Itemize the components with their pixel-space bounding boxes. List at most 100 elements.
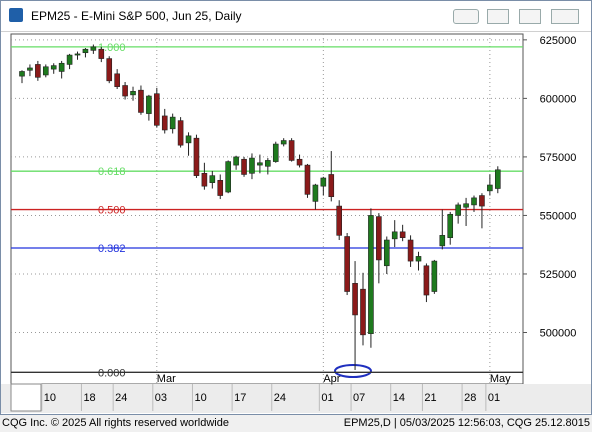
y-tick-label: 525000 bbox=[540, 269, 577, 281]
fib-label: 0.382 bbox=[98, 243, 126, 255]
x-tick-label: 24 bbox=[274, 392, 286, 404]
candle-body bbox=[360, 288, 366, 336]
candle-body bbox=[383, 239, 390, 267]
copyright: CQG Inc. © 2025 All rights reserved worl… bbox=[2, 417, 229, 429]
candle-body bbox=[439, 235, 446, 247]
candle-body bbox=[368, 215, 374, 334]
candle-body bbox=[296, 158, 303, 166]
candle-body bbox=[304, 164, 311, 195]
x-tick-label: 03 bbox=[155, 392, 167, 404]
axis-corner bbox=[10, 383, 42, 412]
fib-label: 0.500 bbox=[98, 205, 126, 217]
candle-body bbox=[328, 174, 335, 198]
candle-body bbox=[376, 216, 382, 261]
x-tick-label: 10 bbox=[44, 392, 56, 404]
month-label: Mar bbox=[157, 373, 176, 385]
candle-body bbox=[233, 156, 239, 166]
candle-body bbox=[27, 67, 33, 71]
x-tick-label: 17 bbox=[234, 392, 246, 404]
candle-body bbox=[407, 239, 414, 262]
app-icon bbox=[9, 8, 23, 22]
candle-body bbox=[241, 158, 247, 175]
candle-body bbox=[209, 175, 216, 183]
candle-body bbox=[106, 58, 113, 82]
x-tick-label: 01 bbox=[488, 392, 500, 404]
x-tick-label: 21 bbox=[424, 392, 436, 404]
y-tick-label: 575000 bbox=[540, 152, 577, 164]
candle-body bbox=[447, 213, 454, 238]
candle-body bbox=[35, 64, 41, 78]
candle-body bbox=[82, 48, 89, 54]
candle-body bbox=[130, 91, 136, 96]
maximize-button[interactable] bbox=[519, 9, 541, 24]
candle-body bbox=[146, 95, 152, 114]
candle-body bbox=[280, 140, 287, 145]
candle-body bbox=[249, 157, 255, 174]
chart-window: EPM25 - E-Mini S&P 500, Jun 25, Daily 50… bbox=[0, 0, 592, 415]
candle-body bbox=[257, 162, 263, 166]
minimize-button[interactable] bbox=[487, 9, 509, 24]
candle-body bbox=[122, 85, 128, 97]
candle-body bbox=[391, 231, 398, 240]
candle-body bbox=[217, 180, 224, 196]
candle-body bbox=[161, 115, 168, 131]
candle-body bbox=[74, 53, 81, 56]
x-tick-label: 10 bbox=[194, 392, 206, 404]
candle-body bbox=[312, 184, 319, 202]
candle-body bbox=[225, 161, 231, 193]
status-bar: CQG Inc. © 2025 All rights reserved worl… bbox=[0, 415, 592, 432]
fib-label: 1.000 bbox=[98, 42, 126, 54]
candle-body bbox=[177, 120, 184, 146]
low-marker bbox=[334, 364, 372, 378]
link-button[interactable] bbox=[453, 9, 479, 24]
candle-body bbox=[344, 236, 350, 292]
candle-body bbox=[50, 65, 57, 70]
y-tick-label: 625000 bbox=[540, 35, 577, 47]
y-tick-label: 500000 bbox=[540, 327, 577, 339]
candle-body bbox=[431, 260, 438, 292]
candle-body bbox=[66, 54, 73, 65]
x-tick-label: 07 bbox=[353, 392, 365, 404]
candle-body bbox=[288, 140, 295, 161]
candle-body bbox=[455, 204, 461, 216]
candle-body bbox=[272, 143, 279, 162]
candle-body bbox=[265, 160, 271, 167]
fib-label: 0.000 bbox=[98, 367, 126, 379]
x-tick-label: 18 bbox=[83, 392, 95, 404]
x-tick-label: 28 bbox=[464, 392, 476, 404]
candle-body bbox=[193, 137, 200, 176]
fib-label: 0.618 bbox=[98, 166, 126, 178]
window-title: EPM25 - E-Mini S&P 500, Jun 25, Daily bbox=[31, 9, 242, 23]
status-info: EPM25,D | 05/03/2025 12:56:03, CQG 25.12… bbox=[343, 417, 590, 429]
x-tick-label: 24 bbox=[115, 392, 127, 404]
candle-body bbox=[58, 62, 65, 72]
candle-body bbox=[138, 89, 144, 113]
candle-body bbox=[185, 135, 192, 144]
candle-body bbox=[479, 195, 485, 207]
month-label: May bbox=[490, 373, 511, 385]
candle-body bbox=[19, 71, 25, 77]
x-axis-bar bbox=[1, 384, 591, 413]
candle-body bbox=[201, 172, 208, 187]
candle-body bbox=[320, 177, 327, 187]
candle-body bbox=[336, 205, 343, 236]
candle-body bbox=[114, 73, 120, 87]
chart: 500000 525000 550000 575000 600000 625000 10 18… bbox=[1, 33, 591, 413]
candle-body bbox=[169, 116, 176, 130]
candle-body bbox=[399, 231, 406, 238]
candle-body bbox=[415, 256, 422, 262]
candle-body bbox=[471, 197, 477, 206]
y-tick-label: 550000 bbox=[540, 210, 577, 222]
x-tick-label: 14 bbox=[393, 392, 405, 404]
candle-body bbox=[154, 93, 160, 126]
month-label: Apr bbox=[323, 373, 340, 385]
candle-body bbox=[463, 203, 469, 208]
candle-body bbox=[487, 184, 493, 192]
candle-body bbox=[494, 169, 501, 189]
candle-body bbox=[98, 48, 105, 59]
title-bar: EPM25 - E-Mini S&P 500, Jun 25, Daily bbox=[1, 1, 591, 32]
candle-body bbox=[90, 46, 97, 51]
y-tick-label: 600000 bbox=[540, 93, 577, 105]
close-button[interactable] bbox=[551, 9, 579, 24]
